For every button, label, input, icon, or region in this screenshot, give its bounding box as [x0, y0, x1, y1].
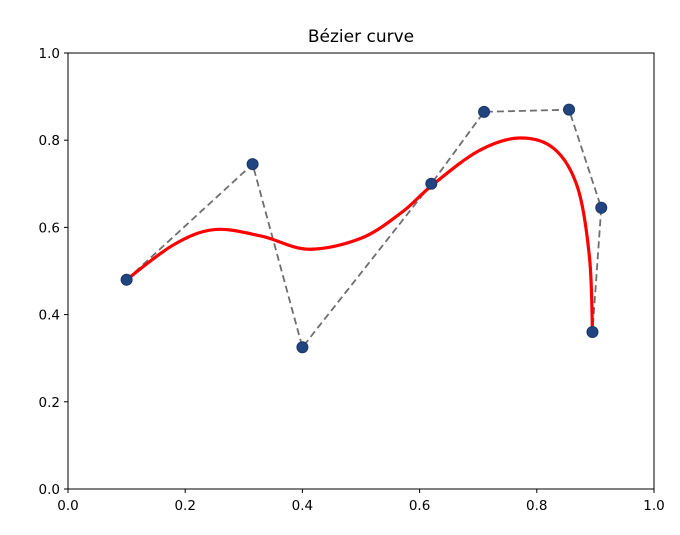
- control-points: [120, 103, 608, 354]
- y-tick-label: 0.8: [39, 133, 60, 149]
- control-point: [296, 341, 309, 354]
- control-point: [246, 158, 259, 171]
- x-tick-label: 0.6: [409, 498, 430, 514]
- chart-title: Bézier curve: [308, 27, 414, 47]
- x-tick-label: 0.8: [526, 498, 547, 514]
- control-point: [478, 105, 491, 118]
- control-point: [120, 273, 133, 286]
- x-axis: 0.0 0.2 0.4 0.6 0.8 1.0: [57, 489, 665, 514]
- y-tick-label: 1.0: [39, 46, 60, 62]
- plot-frame: [67, 52, 655, 490]
- y-tick-label: 0.6: [39, 220, 60, 236]
- x-tick-label: 1.0: [643, 498, 664, 514]
- bezier-curve: [125, 136, 595, 334]
- y-axis: 0.0 0.2 0.4 0.6 0.8 1.0: [39, 46, 68, 498]
- x-tick-label: 0.4: [292, 498, 313, 514]
- control-point: [425, 177, 438, 190]
- y-tick-label: 0.0: [39, 482, 60, 498]
- control-point: [595, 201, 608, 214]
- x-tick-label: 0.2: [174, 498, 195, 514]
- control-point: [563, 103, 576, 116]
- y-tick-label: 0.4: [39, 308, 60, 324]
- x-tick-label: 0.0: [57, 498, 78, 514]
- bezier-curve-line: [125, 136, 595, 334]
- y-tick-label: 0.2: [39, 395, 60, 411]
- control-polygon-line: [125, 108, 603, 350]
- control-polygon: [125, 108, 603, 350]
- control-point: [586, 326, 599, 339]
